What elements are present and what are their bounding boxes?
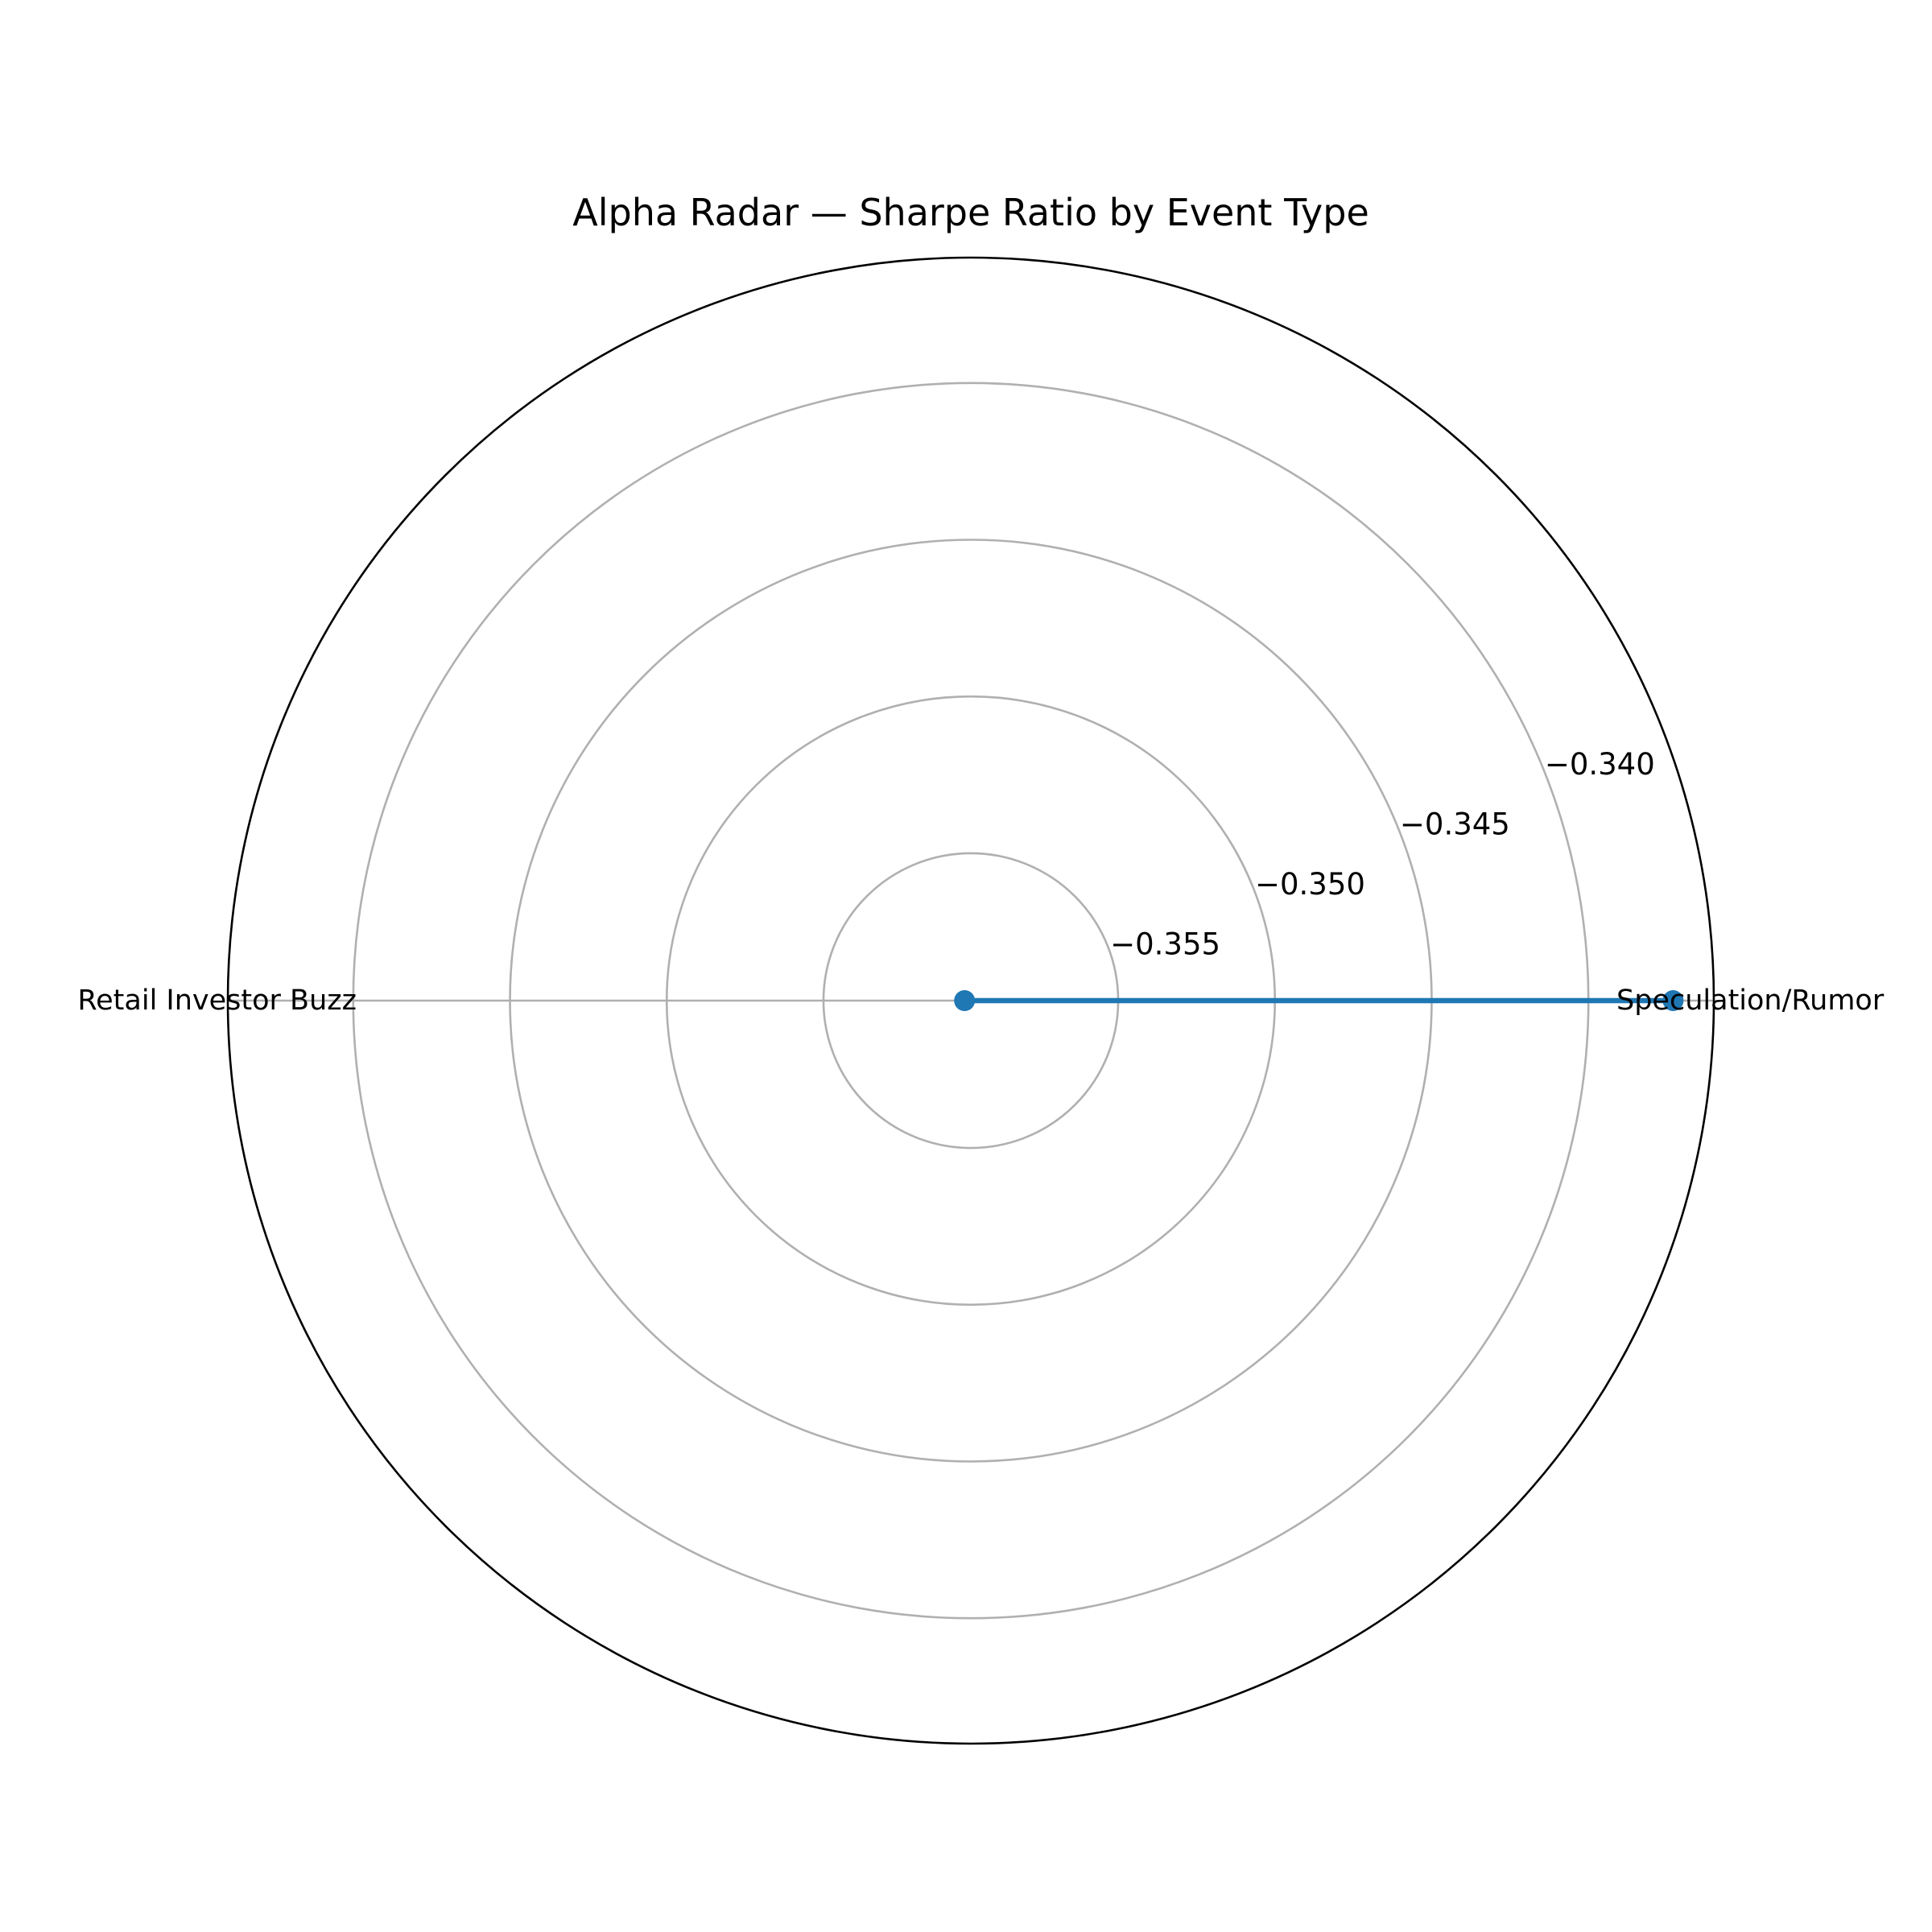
- r-tick-label-0: −0.355: [1110, 927, 1220, 961]
- r-tick-label-1: −0.350: [1255, 867, 1365, 902]
- category-label-1: Retail Investor Buzz: [77, 985, 357, 1017]
- chart-title: Alpha Radar — Sharpe Ratio by Event Type: [572, 191, 1369, 234]
- series-layer: [954, 990, 1684, 1011]
- r-tick-label-3: −0.340: [1545, 747, 1655, 782]
- label-layer: −0.355 −0.350 −0.345 −0.340 Speculation/Rumo…: [77, 747, 1884, 1017]
- outer-frame: [226, 256, 1715, 1745]
- data-point-0-0: [1662, 990, 1684, 1011]
- category-label-0: Speculation/Rumor: [1616, 985, 1885, 1017]
- r-tick-label-2: −0.345: [1400, 807, 1510, 841]
- data-point-0-1: [954, 990, 976, 1011]
